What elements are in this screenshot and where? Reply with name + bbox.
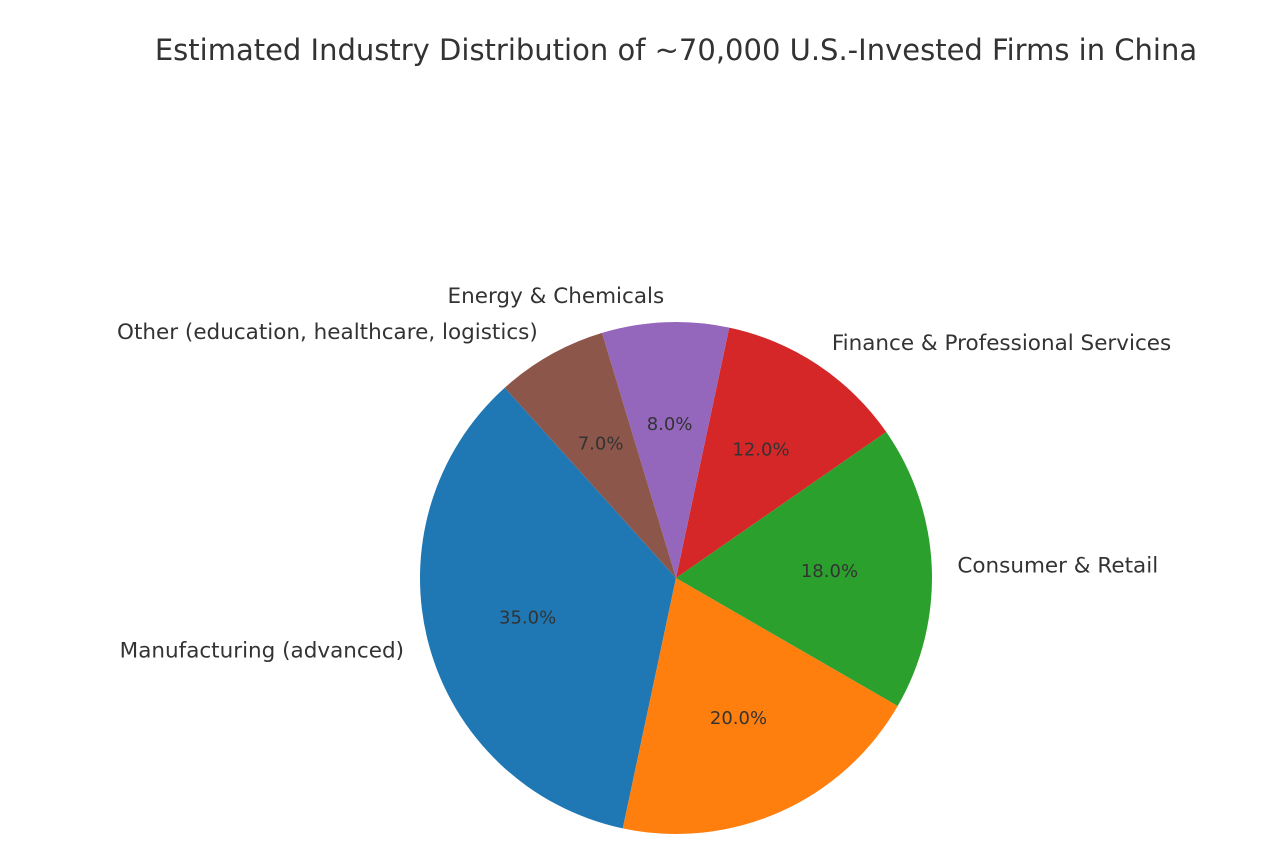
pie-category-label: Manufacturing (advanced) — [120, 638, 404, 663]
pie-slice-energy-chemicals — [602, 322, 730, 578]
pie-percent-label: 8.0% — [647, 414, 693, 435]
chart-title: Estimated Industry Distribution of ~70,0… — [155, 33, 1197, 67]
pie-percent-label: 12.0% — [732, 440, 789, 461]
pie-slices — [420, 322, 932, 834]
pie-percent-label: 35.0% — [499, 607, 556, 628]
pie-category-labels: Manufacturing (advanced) Consumer & Retai… — [117, 284, 1171, 663]
pie-category-label: Energy & Chemicals — [448, 284, 665, 309]
pie-slice-finance-professional-services — [676, 327, 887, 578]
pie-percent-label: 18.0% — [801, 561, 858, 582]
pie-category-label: Consumer & Retail — [957, 554, 1158, 579]
pie-category-label: Finance & Professional Services — [832, 331, 1171, 356]
pie-percent-labels: 35.0% 20.0% 18.0% 12.0% 8.0% 7.0% — [499, 414, 858, 729]
pie-slice-manufacturing-advanced — [420, 387, 676, 829]
pie-slice-other-education-healthcare-logistics — [504, 332, 676, 578]
pie-percent-label: 7.0% — [578, 434, 624, 455]
pie-slice-consumer-retail — [676, 431, 932, 706]
pie-category-label: Other (education, healthcare, logistics) — [117, 320, 538, 345]
pie-slice-slice-2 — [622, 578, 898, 834]
pie-percent-label: 20.0% — [710, 708, 767, 729]
